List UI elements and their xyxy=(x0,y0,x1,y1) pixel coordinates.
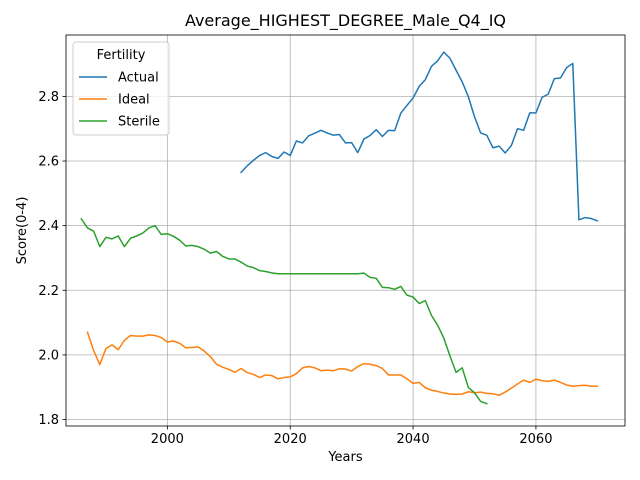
y-tick-label: 1.8 xyxy=(38,413,59,428)
legend-label-sterile: Sterile xyxy=(118,115,160,130)
legend-box xyxy=(72,41,170,136)
x-tick-label: 2040 xyxy=(397,432,430,447)
chart-title: Average_HIGHEST_DEGREE_Male_Q4_IQ xyxy=(185,11,506,31)
series-line-sterile xyxy=(80,217,488,405)
y-axis-label: Score(0-4) xyxy=(15,197,30,265)
legend-entries: Actual Ideal Sterile xyxy=(79,71,160,130)
y-tick-label: 2.2 xyxy=(38,284,59,299)
y-tick-label: 2.6 xyxy=(38,155,59,170)
x-tick-label: 2060 xyxy=(519,432,552,447)
ticks: 2000 2020 2040 2060 1.8 2.0 2.2 2.4 2.6 2.8 xyxy=(38,90,552,447)
x-tick-label: 2020 xyxy=(274,432,307,447)
series-line-ideal xyxy=(86,331,599,397)
y-tick-label: 2.8 xyxy=(38,90,59,105)
x-axis-label: Years xyxy=(327,450,363,465)
y-tick-label: 2.4 xyxy=(38,219,59,234)
legend: Fertility Actual Ideal Sterile xyxy=(72,41,170,136)
plot-frame xyxy=(65,34,626,427)
grid xyxy=(66,35,625,426)
y-tick-label: 2.0 xyxy=(38,348,59,363)
legend-label-ideal: Ideal xyxy=(118,93,150,108)
x-tick-label: 2000 xyxy=(151,432,184,447)
legend-title: Fertility xyxy=(97,48,146,63)
series-layer xyxy=(80,51,599,405)
legend-label-actual: Actual xyxy=(118,71,159,86)
series-line-actual xyxy=(240,51,599,222)
